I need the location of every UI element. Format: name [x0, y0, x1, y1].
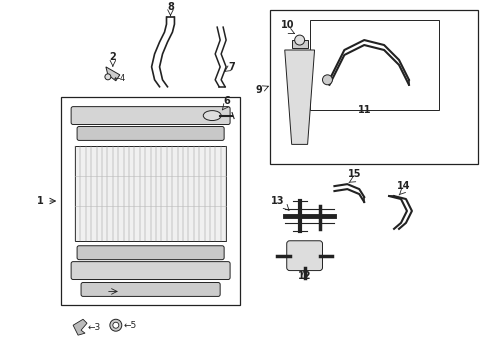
Bar	[61, 97, 240, 305]
Polygon shape	[285, 50, 315, 144]
Text: 12: 12	[298, 271, 311, 280]
Text: 10: 10	[281, 20, 294, 30]
Bar	[310, 20, 439, 109]
FancyBboxPatch shape	[287, 241, 322, 271]
Text: ←3: ←3	[88, 323, 101, 332]
Circle shape	[110, 319, 122, 331]
Text: 1: 1	[37, 196, 43, 206]
Text: 14: 14	[397, 181, 411, 191]
Text: 9: 9	[255, 85, 262, 95]
FancyBboxPatch shape	[71, 262, 230, 279]
Polygon shape	[73, 319, 87, 335]
Text: 15: 15	[347, 169, 361, 179]
Ellipse shape	[203, 111, 221, 121]
Bar	[292, 40, 308, 48]
Bar	[270, 10, 479, 164]
FancyBboxPatch shape	[71, 107, 230, 125]
Circle shape	[113, 322, 119, 328]
Text: ←4: ←4	[114, 74, 126, 83]
Polygon shape	[106, 67, 120, 81]
Bar	[75, 147, 226, 241]
FancyBboxPatch shape	[77, 246, 224, 260]
Text: 2: 2	[109, 52, 116, 62]
Text: 6: 6	[224, 96, 230, 105]
Text: 11: 11	[358, 105, 371, 114]
Text: ←5: ←5	[124, 321, 137, 330]
FancyBboxPatch shape	[77, 126, 224, 140]
Circle shape	[105, 74, 111, 80]
Circle shape	[322, 75, 332, 85]
Circle shape	[294, 35, 305, 45]
FancyBboxPatch shape	[81, 283, 220, 296]
Text: 7: 7	[228, 62, 235, 72]
Text: 8: 8	[167, 2, 174, 12]
Text: 13: 13	[271, 196, 285, 206]
